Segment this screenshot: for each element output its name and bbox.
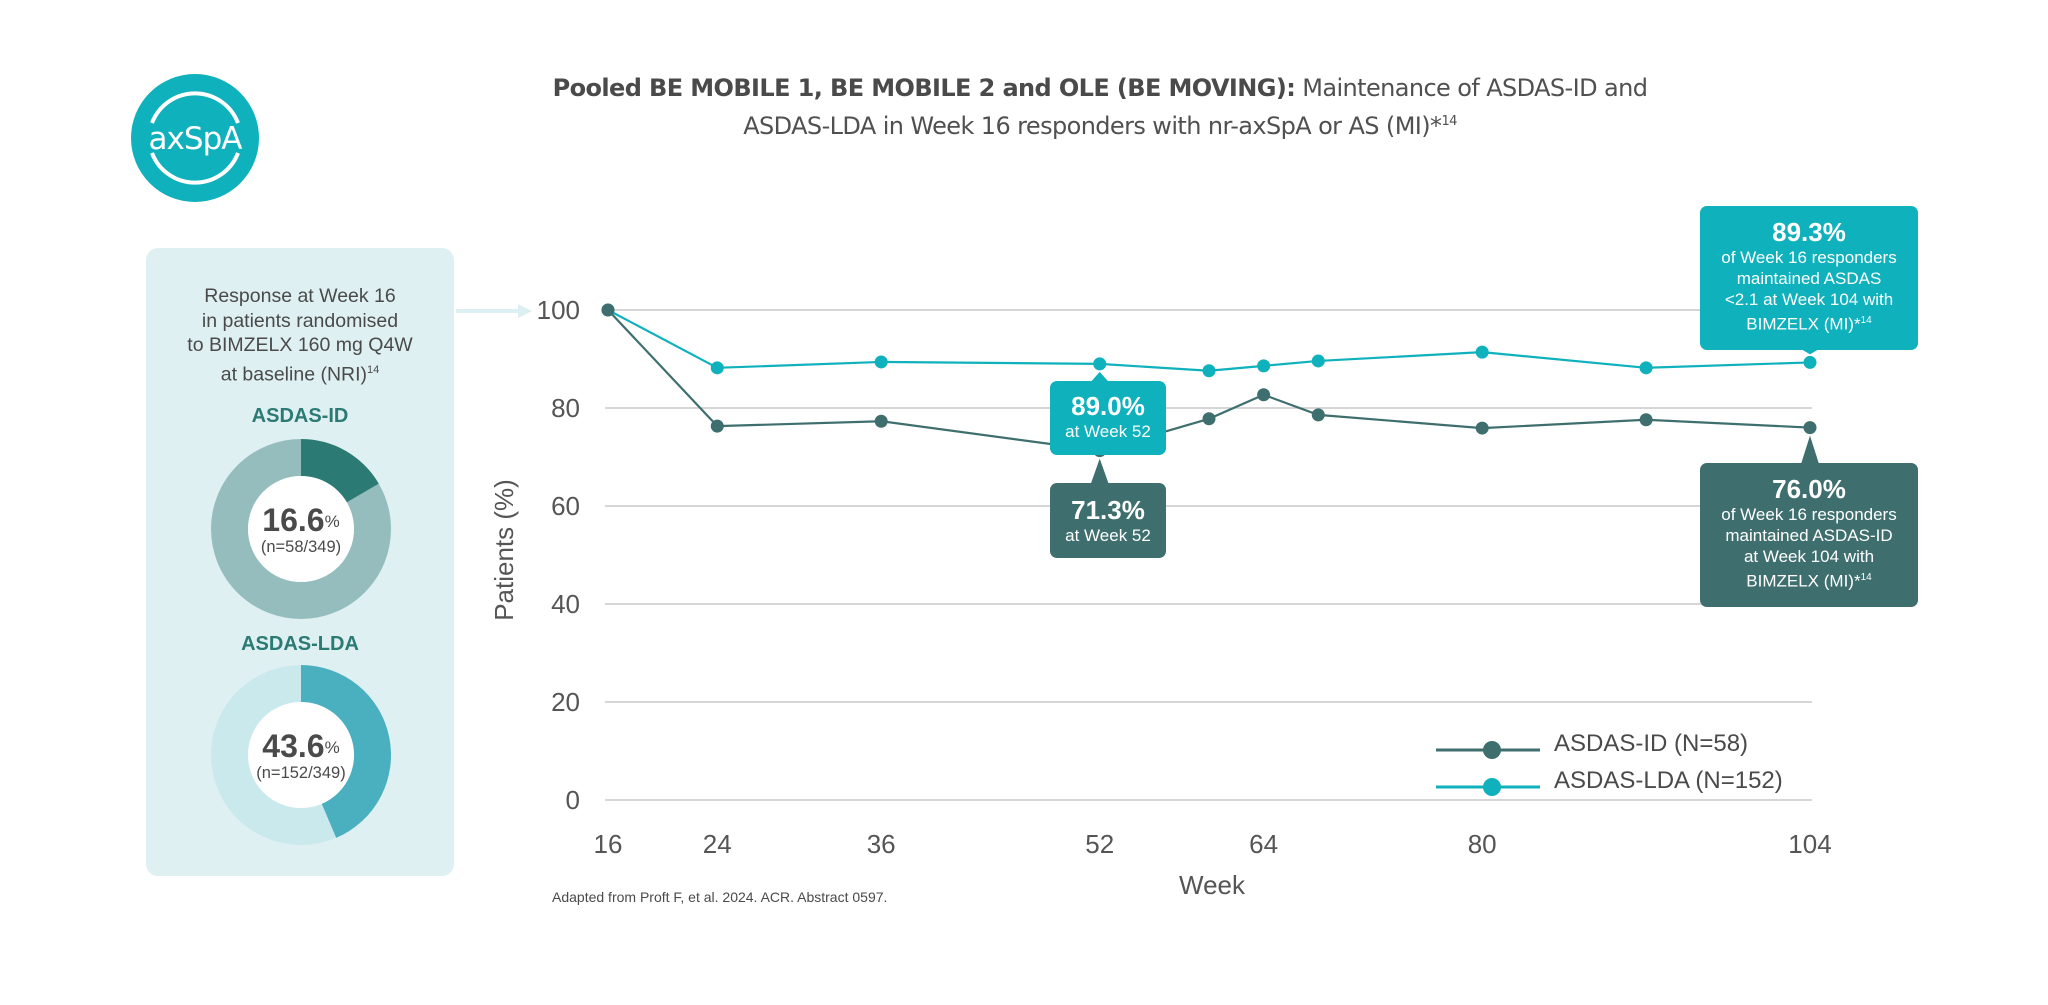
donut-asdas-lda [211,665,391,845]
data-point-id [1803,421,1817,435]
chart-title: Pooled BE MOBILE 1, BE MOBILE 2 and OLE … [400,72,1800,143]
y-tick-label: 100 [537,295,580,325]
callout-pointer [1801,435,1819,464]
intro-superscript: 14 [367,363,380,376]
axspa-logo: axSpA [131,74,259,202]
data-point-id [710,419,724,433]
data-point-id [874,414,888,428]
week16-response-panel: Response at Week 16 in patients randomis… [146,248,454,876]
title-bold: Pooled BE MOBILE 1, BE MOBILE 2 and OLE … [552,74,1296,102]
series-line-lda [607,309,1811,372]
x-tick-label: 64 [1249,829,1278,859]
intro-line: in patients randomised [201,309,399,332]
callout-id-week104: 76.0% of Week 16 responders maintained A… [1700,463,1918,607]
donut-n-count: (n=152/349) [256,764,346,782]
data-point-lda [1803,355,1817,369]
donut-center-asdas-id: 16.6% (n=58/349) [210,503,392,557]
intro-line: to BIMZELX 160 mg Q4W [187,334,413,356]
callout-text: at Week 104 with [1743,547,1875,566]
callout-id-week52: 71.3% at Week 52 [1050,483,1166,558]
callout-text: maintained ASDAS-ID [1725,526,1893,545]
callout-lda-week104: 89.3% of Week 16 responders maintained A… [1700,206,1918,350]
panel-intro: Response at Week 16 in patients randomis… [146,284,454,387]
callout-value: 76.0% [1772,474,1846,504]
donut-pct-sign: % [324,512,340,531]
panel-arrow [456,304,532,318]
x-tick-label: 24 [703,829,732,859]
svg-text:axSpA: axSpA [149,121,243,157]
x-tick-label: 36 [867,829,896,859]
callout-lda-week52: 89.0% at Week 52 [1050,381,1166,455]
data-point-id [1202,412,1216,426]
callout-pointer [1090,458,1109,484]
donut-title-asdas-id: ASDAS-ID [251,405,349,427]
donut-title-asdas-lda: ASDAS-LDA [241,633,359,655]
x-tick-label: 80 [1468,829,1497,859]
series-line-id [607,309,1811,452]
data-point-lda [874,355,888,369]
donut-n-count: (n=58/349) [260,538,342,556]
title-regular: Maintenance of ASDAS-ID and [1295,74,1648,102]
x-tick-label: 52 [1085,829,1114,859]
intro-line-text: at baseline (NRI) [220,363,368,385]
callout-value: 89.0% [1071,391,1145,421]
donut-pct-value: 43.6 [262,728,325,764]
data-point-lda [1093,357,1107,371]
source-footnote: Adapted from Proft F, et al. 2024. ACR. … [552,889,888,905]
callout-text: at Week 52 [1065,526,1151,545]
y-axis-label: Patients (%) [489,479,519,621]
data-point-lda [1475,345,1489,359]
legend-marker-icon [1436,778,1540,796]
y-tick-label: 0 [566,785,580,815]
y-tick-label: 20 [551,687,580,717]
x-axis-label: Week [1179,870,1246,900]
data-point-id [1639,413,1653,427]
callout-superscript: 14 [1860,315,1872,326]
y-tick-label: 40 [551,589,580,619]
data-point-lda [1202,364,1216,378]
x-tick-label: 104 [1788,829,1831,859]
title-line-1: Pooled BE MOBILE 1, BE MOBILE 2 and OLE … [400,72,1800,105]
callout-value: 71.3% [1071,495,1145,525]
donut-slice [301,665,391,838]
callout-pointer [1801,349,1819,355]
title-superscript: 14 [1441,114,1457,129]
callout-text: BIMZELX (MI)* [1746,571,1861,591]
data-point-lda [1639,361,1653,375]
donut-pct-value: 16.6 [262,502,325,538]
callout-text: maintained ASDAS [1736,269,1882,288]
intro-line: Response at Week 16 [204,285,396,307]
donut-center-asdas-lda: 43.6% (n=152/349) [210,729,392,783]
callout-superscript: 14 [1860,572,1872,583]
donut-asdas-id [211,439,391,619]
callout-value: 89.3% [1772,217,1846,247]
donut-slice [301,439,379,503]
data-point-id [1311,408,1325,422]
callout-text: at Week 52 [1065,422,1151,441]
data-point-id [1257,388,1271,402]
intro-line: at baseline (NRI)14 [146,358,454,387]
title-line-2-text: ASDAS-LDA in Week 16 responders with nr-… [743,112,1442,140]
donut-pct-sign: % [324,738,340,757]
callout-text: of Week 16 responders [1721,505,1897,524]
y-tick-label: 60 [551,491,580,521]
data-point-id [1475,421,1489,435]
y-tick-label: 80 [551,393,580,423]
legend-label: ASDAS-ID (N=58) [1554,730,1749,757]
data-point-id [601,303,615,317]
donut-hole [248,702,354,808]
callout-text: <2.1 at Week 104 with [1724,290,1894,309]
callout-text: of Week 16 responders [1721,248,1897,267]
callout-pointer [1090,371,1109,382]
donut-hole [248,476,354,582]
data-point-lda [1311,354,1325,368]
x-tick-label: 16 [594,829,623,859]
legend-label: ASDAS-LDA (N=152) [1554,767,1783,794]
title-line-2: ASDAS-LDA in Week 16 responders with nr-… [400,105,1800,143]
callout-text: BIMZELX (MI)* [1746,314,1861,334]
data-point-lda [710,361,724,375]
data-point-lda [1257,359,1271,373]
legend-marker-icon [1436,741,1540,759]
